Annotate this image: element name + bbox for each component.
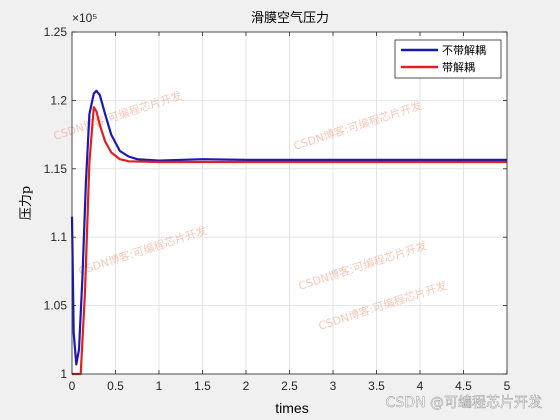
- x-tick-label: 1: [156, 379, 163, 393]
- x-tick-label: 3: [330, 379, 337, 393]
- x-tick-label: 5: [504, 379, 511, 393]
- y-tick-label: 1.05: [44, 299, 68, 313]
- legend-box: [394, 39, 502, 79]
- x-tick-label: 0: [69, 379, 76, 393]
- chart-title: 滑膜空气压力: [251, 10, 329, 26]
- y-tick-label: 1.2: [50, 93, 67, 107]
- series-layer: [70, 89, 507, 376]
- series-line-1: [70, 89, 507, 366]
- legend: 不带解耦 带解耦: [394, 39, 502, 79]
- x-tick-label: 0.5: [107, 379, 124, 393]
- legend-label-series-2: 带解耦: [442, 60, 475, 74]
- x-tick-label: 2.5: [281, 379, 298, 393]
- y-tick-label: 1.15: [44, 162, 68, 176]
- x-tick-label: 4.5: [455, 379, 472, 393]
- x-axis-ticks: 0 0.5 1 1.5 2 2.5 3 3.5 4 4.5 5: [69, 32, 511, 393]
- legend-label-series-1: 不带解耦: [442, 43, 486, 57]
- series-line-2: [72, 106, 507, 376]
- x-tick-label: 1.5: [194, 379, 211, 393]
- x-axis-label: times: [275, 400, 308, 416]
- y-tick-label: 1: [60, 367, 67, 381]
- y-tick-label: 1.1: [50, 230, 67, 244]
- x-tick-label: 3.5: [368, 379, 385, 393]
- y-axis-label: 压力p: [19, 186, 34, 220]
- y-exponent-label: ×10⁵: [72, 11, 97, 25]
- y-tick-label: 1.25: [44, 25, 68, 39]
- footer-watermark: CSDN @可编程芯片开发: [386, 395, 542, 411]
- x-tick-label: 4: [417, 379, 424, 393]
- x-tick-label: 2: [243, 379, 250, 393]
- y-axis-ticks: 1 1.05 1.1 1.15 1.2 1.25: [44, 25, 507, 381]
